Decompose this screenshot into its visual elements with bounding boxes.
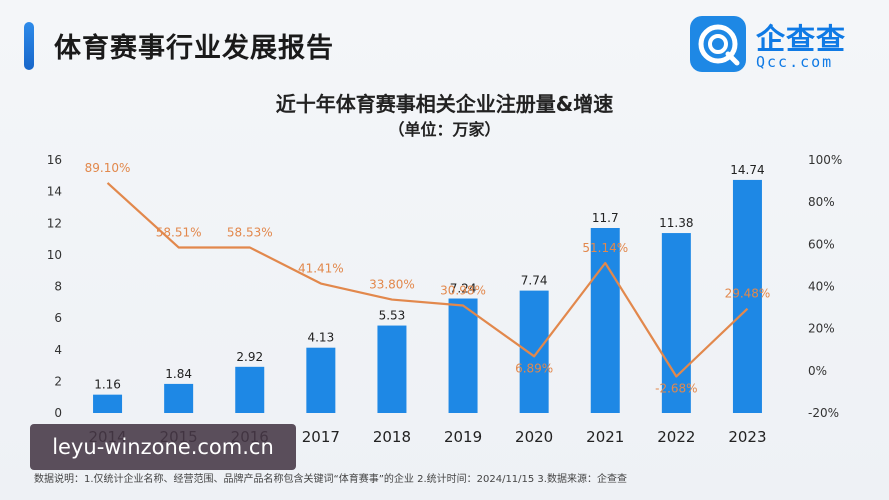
logo-domain: Qcc.com bbox=[756, 53, 834, 71]
y-tick-label: 10 bbox=[47, 248, 62, 262]
bar-2018 bbox=[377, 325, 407, 413]
chart-subtitle: （单位：万家） bbox=[388, 120, 501, 139]
bar-2017 bbox=[306, 347, 336, 413]
growth-rate-label: 51.14% bbox=[582, 241, 628, 255]
y-tick-label: 2 bbox=[54, 374, 62, 388]
chart-title: 近十年体育赛事相关企业注册量&增速 bbox=[275, 92, 614, 116]
bar-2019 bbox=[448, 298, 478, 413]
qcc-logo-icon bbox=[690, 16, 746, 72]
y-tick-label: 0 bbox=[54, 406, 62, 420]
x-tick-label: 2020 bbox=[515, 428, 553, 446]
bar-value-label: 11.38 bbox=[659, 216, 693, 230]
bar-value-label: 7.24 bbox=[450, 282, 477, 296]
growth-rate-label: 30.98% bbox=[440, 284, 486, 298]
title-accent-bar bbox=[24, 22, 34, 70]
report-header: 体育赛事行业发展报告 企查查 Qcc.com bbox=[0, 0, 889, 80]
growth-rate-line bbox=[106, 182, 749, 378]
bar-value-label: 5.53 bbox=[379, 309, 406, 323]
x-tick-label: 2017 bbox=[302, 428, 340, 446]
y-tick-label: 16 bbox=[47, 153, 62, 167]
bar-2016 bbox=[235, 366, 265, 413]
growth-rate-label: -2.68% bbox=[655, 381, 697, 395]
bar-value-label: 2.92 bbox=[236, 350, 263, 364]
bar-2020 bbox=[519, 290, 549, 413]
bar-value-label: 1.16 bbox=[94, 378, 121, 392]
report-title: 体育赛事行业发展报告 bbox=[54, 33, 334, 64]
growth-rate-label: 6.89% bbox=[515, 361, 553, 375]
bar-value-label: 7.74 bbox=[521, 274, 548, 288]
y2-tick-label: 0% bbox=[808, 364, 827, 378]
x-tick-label: 2022 bbox=[657, 428, 695, 446]
y-tick-label: 14 bbox=[47, 185, 62, 199]
x-tick-label: 2018 bbox=[373, 428, 411, 446]
y2-tick-label: 80% bbox=[808, 195, 835, 209]
y-tick-label: 6 bbox=[54, 311, 62, 325]
y-tick-label: 4 bbox=[54, 343, 62, 357]
watermark-overlay: leyu-winzone.com.cn bbox=[30, 424, 296, 470]
y-tick-label: 12 bbox=[47, 216, 62, 230]
bar-2015 bbox=[164, 383, 194, 413]
bar-2014 bbox=[93, 394, 123, 413]
growth-rate-label: 89.10% bbox=[85, 161, 131, 175]
y2-tick-label: 40% bbox=[808, 280, 835, 294]
y2-tick-label: -20% bbox=[808, 406, 839, 420]
combo-chart: 0246810121416-20%0%20%40%60%80%100%20142… bbox=[47, 153, 843, 446]
x-tick-label: 2019 bbox=[444, 428, 482, 446]
logo-name: 企查查 bbox=[756, 22, 847, 56]
growth-rate-label: 58.53% bbox=[227, 225, 273, 239]
y2-tick-label: 60% bbox=[808, 237, 835, 251]
growth-rate-label: 41.41% bbox=[298, 262, 344, 276]
x-tick-label: 2023 bbox=[728, 428, 766, 446]
bar-value-label: 11.7 bbox=[592, 211, 619, 225]
bar-value-label: 14.74 bbox=[730, 163, 764, 177]
bar-2022 bbox=[661, 233, 691, 413]
y2-tick-label: 100% bbox=[808, 153, 842, 167]
bar-value-label: 1.84 bbox=[165, 367, 192, 381]
bar-2023 bbox=[732, 179, 762, 413]
growth-rate-label: 33.80% bbox=[369, 278, 415, 292]
x-tick-label: 2021 bbox=[586, 428, 624, 446]
data-footnote: 数据说明：1.仅统计企业名称、经营范围、品牌产品名称包含关键词“体育赛事”的企业… bbox=[34, 474, 627, 485]
growth-rate-label: 29.48% bbox=[725, 287, 771, 301]
y2-tick-label: 20% bbox=[808, 322, 835, 336]
y-tick-label: 8 bbox=[54, 280, 62, 294]
bar-2021 bbox=[590, 227, 620, 413]
bar-value-label: 4.13 bbox=[307, 331, 334, 345]
growth-rate-label: 58.51% bbox=[156, 225, 202, 239]
